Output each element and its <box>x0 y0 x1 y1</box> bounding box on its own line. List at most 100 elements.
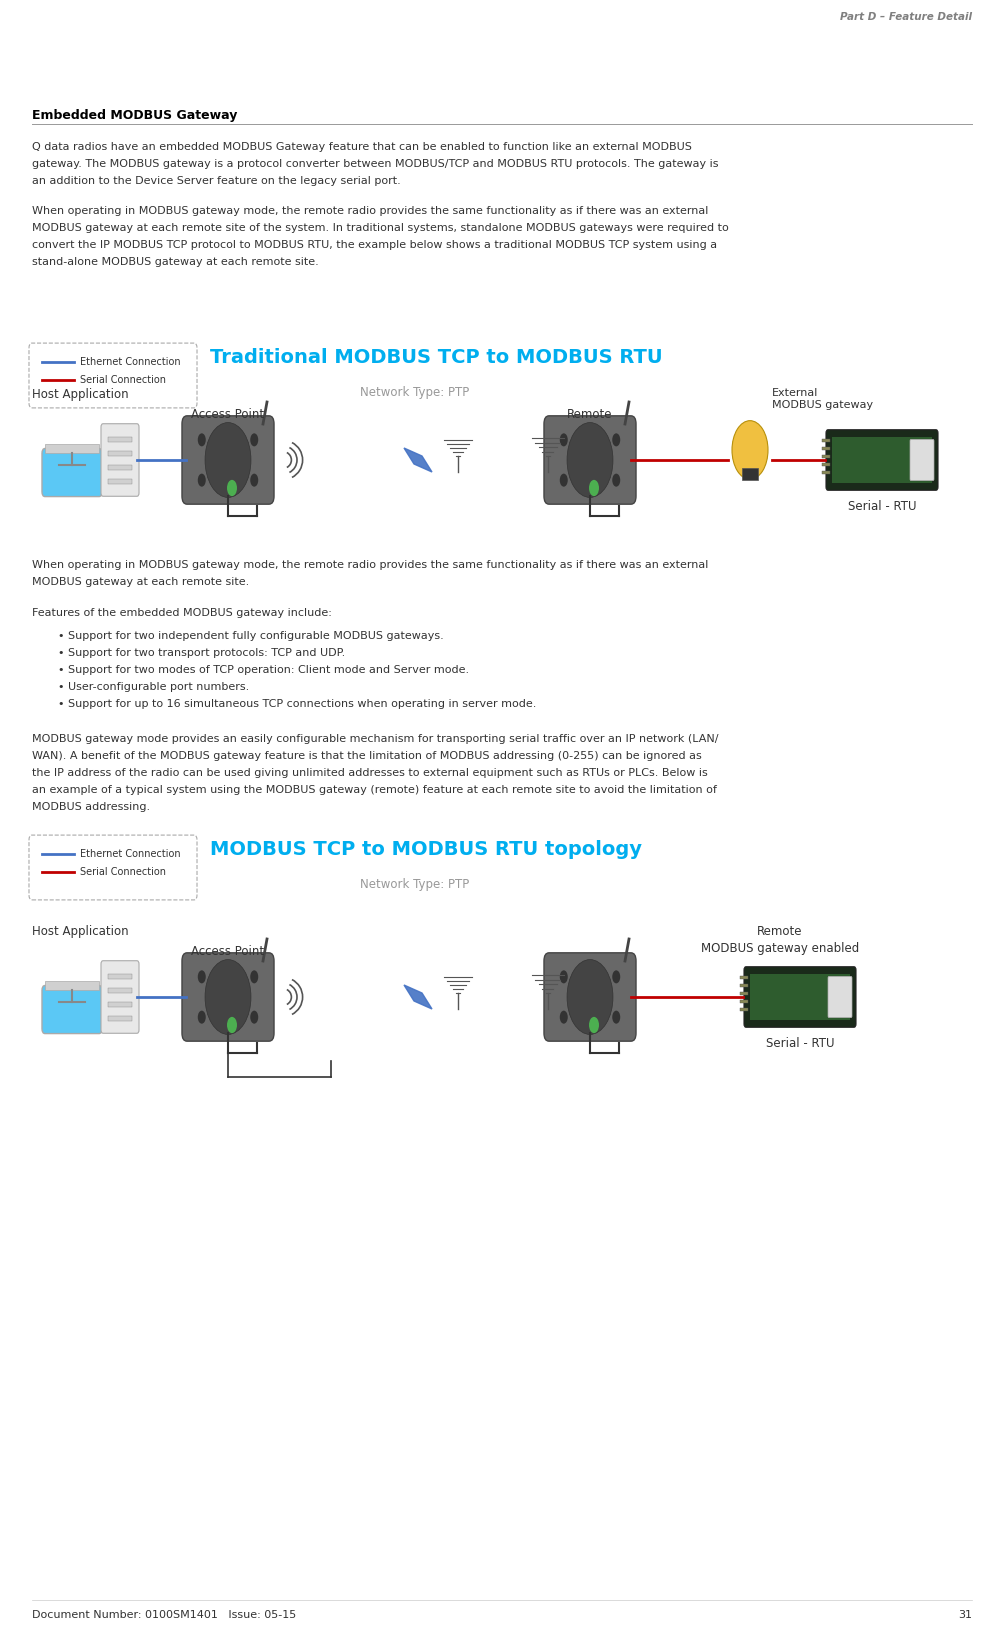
Bar <box>108 465 131 470</box>
Text: When operating in MODBUS gateway mode, the remote radio provides the same functi: When operating in MODBUS gateway mode, t… <box>32 560 708 569</box>
Circle shape <box>612 434 620 447</box>
Circle shape <box>612 970 620 983</box>
Text: Serial - RTU: Serial - RTU <box>765 1037 833 1050</box>
FancyBboxPatch shape <box>544 416 635 504</box>
Bar <box>45 443 99 453</box>
Text: Network Type: PTP: Network Type: PTP <box>360 879 468 892</box>
Text: • Support for two transport protocols: TCP and UDP.: • Support for two transport protocols: T… <box>58 648 345 658</box>
Bar <box>739 983 747 987</box>
Bar <box>739 1000 747 1003</box>
Text: Embedded MODBUS Gateway: Embedded MODBUS Gateway <box>32 110 237 123</box>
Bar <box>821 438 829 442</box>
Circle shape <box>560 434 567 447</box>
Text: the IP address of the radio can be used giving unlimited addresses to external e: the IP address of the radio can be used … <box>32 767 707 779</box>
Text: Part D – Feature Detail: Part D – Feature Detail <box>840 11 971 21</box>
Circle shape <box>560 474 567 486</box>
Bar <box>821 447 829 450</box>
FancyBboxPatch shape <box>827 977 852 1018</box>
Text: Ethernet Connection: Ethernet Connection <box>80 849 181 859</box>
Text: Traditional MODBUS TCP to MODBUS RTU: Traditional MODBUS TCP to MODBUS RTU <box>210 348 662 366</box>
FancyBboxPatch shape <box>101 424 138 496</box>
Circle shape <box>567 422 613 497</box>
Bar <box>739 1008 747 1011</box>
Text: WAN). A benefit of the MODBUS gateway feature is that the limitation of MODBUS a: WAN). A benefit of the MODBUS gateway fe… <box>32 751 701 761</box>
FancyBboxPatch shape <box>42 985 102 1034</box>
Bar <box>741 468 757 479</box>
Text: When operating in MODBUS gateway mode, the remote radio provides the same functi: When operating in MODBUS gateway mode, t… <box>32 206 708 216</box>
Circle shape <box>198 474 206 486</box>
FancyBboxPatch shape <box>42 448 102 497</box>
Text: Access Point: Access Point <box>192 407 265 420</box>
FancyBboxPatch shape <box>29 344 197 407</box>
Circle shape <box>205 960 251 1034</box>
Text: an example of a typical system using the MODBUS gateway (remote) feature at each: an example of a typical system using the… <box>32 785 716 795</box>
Bar <box>108 1001 131 1008</box>
Text: Serial Connection: Serial Connection <box>80 375 165 384</box>
FancyBboxPatch shape <box>909 440 933 481</box>
Bar <box>45 982 99 990</box>
Circle shape <box>731 420 767 479</box>
Circle shape <box>205 422 251 497</box>
Text: 31: 31 <box>957 1610 971 1620</box>
Text: Features of the embedded MODBUS gateway include:: Features of the embedded MODBUS gateway … <box>32 609 332 618</box>
Bar <box>108 437 131 442</box>
Text: • Support for two independent fully configurable MODBUS gateways.: • Support for two independent fully conf… <box>58 631 443 641</box>
Text: stand-alone MODBUS gateway at each remote site.: stand-alone MODBUS gateway at each remot… <box>32 257 318 267</box>
Circle shape <box>560 1011 567 1024</box>
Circle shape <box>612 474 620 486</box>
Circle shape <box>612 1011 620 1024</box>
FancyBboxPatch shape <box>182 952 274 1040</box>
Bar <box>739 991 747 995</box>
Text: Host Application: Host Application <box>32 388 128 401</box>
Circle shape <box>589 479 599 496</box>
Bar <box>821 455 829 458</box>
Text: MODBUS gateway enabled: MODBUS gateway enabled <box>700 942 859 955</box>
Circle shape <box>198 434 206 447</box>
FancyBboxPatch shape <box>182 416 274 504</box>
Text: Document Number: 0100SM1401   Issue: 05-15: Document Number: 0100SM1401 Issue: 05-15 <box>32 1610 296 1620</box>
Text: Q data radios have an embedded MODBUS Gateway feature that can be enabled to fun: Q data radios have an embedded MODBUS Ga… <box>32 142 691 152</box>
Text: MODBUS TCP to MODBUS RTU topology: MODBUS TCP to MODBUS RTU topology <box>210 839 641 859</box>
Text: Ethernet Connection: Ethernet Connection <box>80 357 181 366</box>
Bar <box>108 1016 131 1021</box>
Text: Access Point: Access Point <box>192 946 265 959</box>
FancyBboxPatch shape <box>101 960 138 1034</box>
Text: Remote: Remote <box>567 407 612 420</box>
Bar <box>739 977 747 978</box>
Bar <box>821 463 829 466</box>
Bar <box>749 973 850 1019</box>
Bar <box>108 479 131 484</box>
Text: gateway. The MODBUS gateway is a protocol converter between MODBUS/TCP and MODBU: gateway. The MODBUS gateway is a protoco… <box>32 159 718 169</box>
FancyBboxPatch shape <box>743 967 856 1027</box>
Polygon shape <box>403 985 431 1009</box>
Bar <box>108 973 131 978</box>
Bar <box>108 452 131 456</box>
Text: MODBUS addressing.: MODBUS addressing. <box>32 802 150 811</box>
Text: • Support for up to 16 simultaneous TCP connections when operating in server mod: • Support for up to 16 simultaneous TCP … <box>58 699 536 708</box>
Circle shape <box>250 474 258 486</box>
FancyBboxPatch shape <box>825 430 937 491</box>
Text: MODBUS gateway at each remote site.: MODBUS gateway at each remote site. <box>32 578 249 587</box>
Circle shape <box>250 970 258 983</box>
Bar <box>831 437 931 483</box>
Text: Serial - RTU: Serial - RTU <box>847 501 916 514</box>
Circle shape <box>227 1018 237 1034</box>
Circle shape <box>227 479 237 496</box>
Text: Network Type: PTP: Network Type: PTP <box>360 386 468 399</box>
FancyBboxPatch shape <box>29 834 197 900</box>
Text: Remote: Remote <box>756 924 802 937</box>
Text: Host Application: Host Application <box>32 924 128 937</box>
Text: convert the IP MODBUS TCP protocol to MODBUS RTU, the example below shows a trad: convert the IP MODBUS TCP protocol to MO… <box>32 240 716 250</box>
Bar <box>821 471 829 474</box>
Text: an addition to the Device Server feature on the legacy serial port.: an addition to the Device Server feature… <box>32 177 400 187</box>
Circle shape <box>198 1011 206 1024</box>
Text: MODBUS gateway at each remote site of the system. In traditional systems, standa: MODBUS gateway at each remote site of th… <box>32 222 728 232</box>
Bar <box>108 988 131 993</box>
Text: Serial Connection: Serial Connection <box>80 867 165 877</box>
Circle shape <box>560 970 567 983</box>
Text: External
MODBUS gateway: External MODBUS gateway <box>771 388 873 409</box>
Text: • Support for two modes of TCP operation: Client mode and Server mode.: • Support for two modes of TCP operation… <box>58 664 468 676</box>
Text: • User-configurable port numbers.: • User-configurable port numbers. <box>58 682 249 692</box>
Circle shape <box>250 1011 258 1024</box>
Text: MODBUS gateway mode provides an easily configurable mechanism for transporting s: MODBUS gateway mode provides an easily c… <box>32 735 718 744</box>
